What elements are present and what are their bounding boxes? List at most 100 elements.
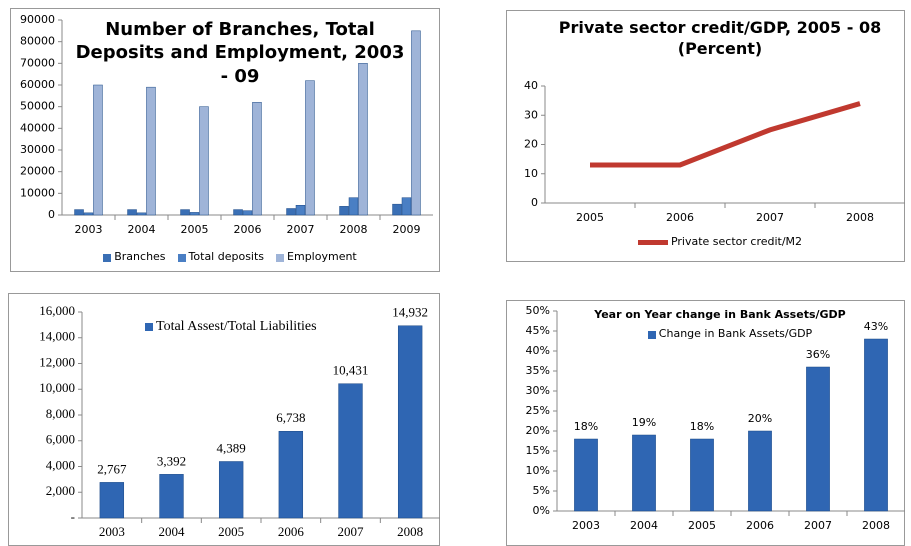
y-tick-label: 20: [524, 138, 538, 151]
y-tick-label: 70000: [20, 56, 55, 69]
bar: [136, 212, 147, 216]
x-tick-label: 2007: [804, 519, 832, 532]
y-tick-label: 10: [524, 167, 538, 180]
value-label: 43%: [864, 320, 888, 333]
bar: [748, 430, 772, 512]
bar: [146, 86, 156, 216]
legend-item: Total deposits: [177, 250, 265, 263]
value-label: 18%: [574, 420, 598, 433]
y-tick-label: 40000: [20, 121, 55, 134]
x-tick-label: 2008: [340, 223, 368, 236]
y-tick-label: 16,000: [39, 303, 75, 318]
x-tick-label: 2005: [688, 519, 716, 532]
bar: [83, 212, 94, 216]
y-tick-label: 12,000: [39, 354, 75, 369]
bar: [159, 474, 184, 519]
y-tick-label: 40%: [526, 344, 550, 357]
bar: [252, 102, 262, 216]
y-tick-label: 50%: [526, 304, 550, 317]
value-label: 36%: [806, 348, 830, 361]
legend-item: Employment: [276, 250, 357, 263]
bar: [632, 434, 656, 512]
bar: [690, 438, 714, 512]
bar: [189, 212, 200, 216]
y-tick-label: 14,000: [39, 329, 75, 344]
bar: [286, 208, 296, 216]
value-label: 10,431: [333, 363, 369, 378]
value-label: 19%: [632, 416, 656, 429]
y-tick-label: 45%: [526, 324, 550, 337]
x-tick-label: 2007: [756, 211, 784, 224]
bar: [199, 106, 209, 216]
bar: [180, 209, 190, 216]
bar: [358, 63, 368, 216]
panel-border: [506, 10, 905, 262]
y-tick-label: 35%: [526, 364, 550, 377]
legend-label: Total deposits: [188, 250, 265, 263]
bar: [338, 383, 363, 519]
bar: [74, 209, 84, 216]
value-label: 6,738: [276, 410, 305, 425]
y-tick-label: 10%: [526, 464, 550, 477]
chart-panel: - 2,000 4,000 6,000 8,000 10,000 12,000 14,000 1…: [8, 293, 440, 546]
panel-border: [10, 8, 440, 272]
value-label: 2,767: [97, 461, 127, 476]
legend-swatch: [647, 331, 656, 339]
y-tick-label: 20%: [526, 424, 550, 437]
bar: [278, 430, 304, 519]
y-tick-label: 8,000: [46, 406, 75, 421]
legend-item: Change in Bank Assets/GDP: [647, 327, 812, 340]
bar: [401, 197, 412, 216]
bar: [93, 84, 103, 216]
y-tick-label: 50000: [20, 100, 55, 113]
y-tick-label: 0: [531, 196, 538, 209]
y-tick-label: -: [71, 509, 75, 524]
y-tick-label: 0%: [533, 504, 550, 517]
x-tick-label: 2005: [576, 211, 604, 224]
bar: [295, 205, 306, 216]
chart-title: Number of Branches, Total Deposits and E…: [75, 19, 405, 87]
bar: [574, 438, 598, 512]
bar: [305, 80, 315, 216]
bar: [99, 482, 125, 519]
x-tick-label: 2003: [99, 524, 125, 539]
x-tick-label: 2009: [393, 223, 421, 236]
legend-swatch: [103, 254, 112, 262]
legend-label: Private sector credit/M2: [670, 235, 803, 248]
x-tick-label: 2006: [666, 211, 694, 224]
y-tick-label: 90000: [20, 13, 55, 26]
legend-swatch: [177, 254, 186, 262]
line: [590, 101, 861, 168]
bar: [392, 203, 402, 216]
legend: Private sector credit/M2: [560, 235, 880, 248]
y-tick-label: 20000: [20, 165, 55, 178]
x-tick-label: 2003: [572, 519, 600, 532]
y-tick-label: 6,000: [46, 432, 75, 447]
bar: [127, 209, 137, 216]
x-tick-label: 2004: [630, 519, 658, 532]
value-label: 3,392: [157, 453, 186, 468]
y-tick-label: 30%: [526, 384, 550, 397]
legend-label: Employment: [287, 250, 357, 263]
bar: [233, 209, 243, 216]
bar: [806, 366, 830, 512]
bar: [411, 30, 421, 216]
chart-panel: 0 10000 20000 30000 40000 50000 60000 70000 8000…: [10, 8, 440, 272]
x-tick-label: 2007: [338, 524, 365, 539]
x-tick-label: 2006: [234, 223, 262, 236]
x-tick-label: 2006: [278, 524, 305, 539]
bar: [339, 206, 349, 216]
bar: [242, 210, 253, 216]
chart-panel: 0 10 20 30 40 2005 2006 2007 2008: [506, 10, 905, 262]
y-tick-label: 30: [524, 108, 538, 121]
y-tick-label: 15%: [526, 444, 550, 457]
y-tick-label: 30000: [20, 143, 55, 156]
legend-item: Private sector credit/M2: [637, 235, 803, 248]
legend: Branches Total deposits Employment: [20, 250, 440, 263]
y-tick-label: 25%: [526, 404, 550, 417]
x-tick-label: 2008: [862, 519, 890, 532]
legend-label: Total Assest/Total Liabilities: [156, 319, 317, 334]
x-tick-label: 2008: [397, 524, 423, 539]
y-tick-label: 10000: [20, 186, 55, 199]
